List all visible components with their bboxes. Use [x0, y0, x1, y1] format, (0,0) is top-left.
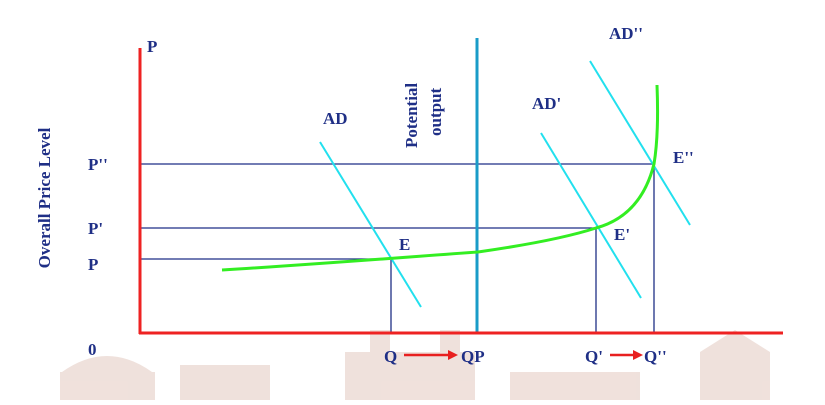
equilibrium-e-prime: E' — [614, 225, 630, 244]
origin-label: 0 — [88, 340, 97, 359]
quantity-label-q-double-prime: Q'' — [644, 347, 667, 366]
price-level-p-prime: P' — [88, 219, 103, 238]
equilibrium-e-double-prime: E'' — [673, 148, 694, 167]
guide-lines — [140, 163, 655, 333]
ad-prime-line — [540, 132, 642, 299]
potential-output-label-line1: Potential — [402, 83, 421, 148]
equilibrium-e: E — [399, 235, 410, 254]
supply-curve — [221, 84, 660, 272]
quantity-label-qp: QP — [461, 347, 485, 366]
quantity-arrows — [404, 350, 643, 360]
ad-double-prime-line — [589, 60, 691, 226]
ad-line — [319, 141, 422, 308]
potential-output-label-line2: output — [426, 87, 445, 136]
price-level-p: P — [88, 255, 98, 274]
campus-buildings-watermark-icon — [60, 330, 770, 400]
y-axis-title: Overall Price Level — [35, 127, 54, 268]
price-level-p-double-prime: P'' — [88, 155, 108, 174]
ad-double-prime-label: AD'' — [609, 24, 643, 43]
ad-lines — [319, 60, 691, 308]
axes — [138, 48, 783, 335]
ad-label: AD — [323, 109, 348, 128]
ad-prime-label: AD' — [532, 94, 561, 113]
quantity-label-q-prime: Q' — [585, 347, 603, 366]
quantity-label-q: Q — [384, 347, 397, 366]
y-axis-symbol: P — [147, 37, 157, 56]
